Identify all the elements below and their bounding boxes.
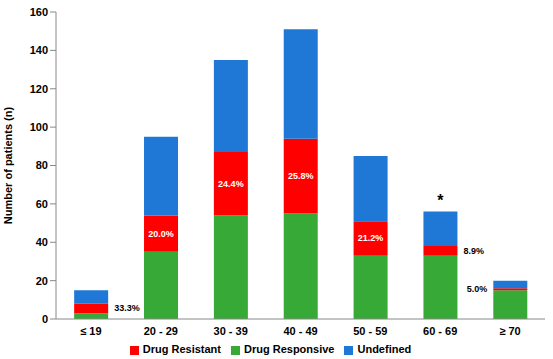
svg-text:*: * [437,192,444,209]
svg-text:≥ 70: ≥ 70 [499,325,520,337]
svg-text:33.3%: 33.3% [114,303,140,313]
svg-text:30 - 39: 30 - 39 [214,325,248,337]
svg-text:8.9%: 8.9% [463,246,484,256]
svg-text:40 - 49: 40 - 49 [283,325,317,337]
svg-text:24.4%: 24.4% [218,179,244,189]
svg-text:120: 120 [30,83,48,95]
svg-text:60: 60 [36,198,48,210]
svg-text:80: 80 [36,159,48,171]
svg-text:Number of patients (n): Number of patients (n) [8,107,14,225]
svg-text:140: 140 [30,44,48,56]
html-text:Drug Responsive: Drug Responsive [244,343,335,355]
svg-text:60 - 69: 60 - 69 [423,325,457,337]
svg-text:25.8%: 25.8% [288,171,314,181]
html-text:Drug Resistant: Drug Resistant [142,343,221,355]
svg-text:5.0%: 5.0% [467,284,488,294]
svg-text:20.0%: 20.0% [148,229,174,239]
svg-text:50 - 59: 50 - 59 [353,325,387,337]
svg-text:20 - 29: 20 - 29 [144,325,178,337]
svg-text:160: 160 [30,6,48,18]
svg-text:100: 100 [30,121,48,133]
svg-text:20: 20 [36,275,48,287]
svg-text:0: 0 [42,313,48,325]
svg-text:21.2%: 21.2% [358,233,384,243]
svg-text:≤ 19: ≤ 19 [80,325,101,337]
svg-text:40: 40 [36,236,48,248]
html-text:Undefined: Undefined [357,343,412,355]
